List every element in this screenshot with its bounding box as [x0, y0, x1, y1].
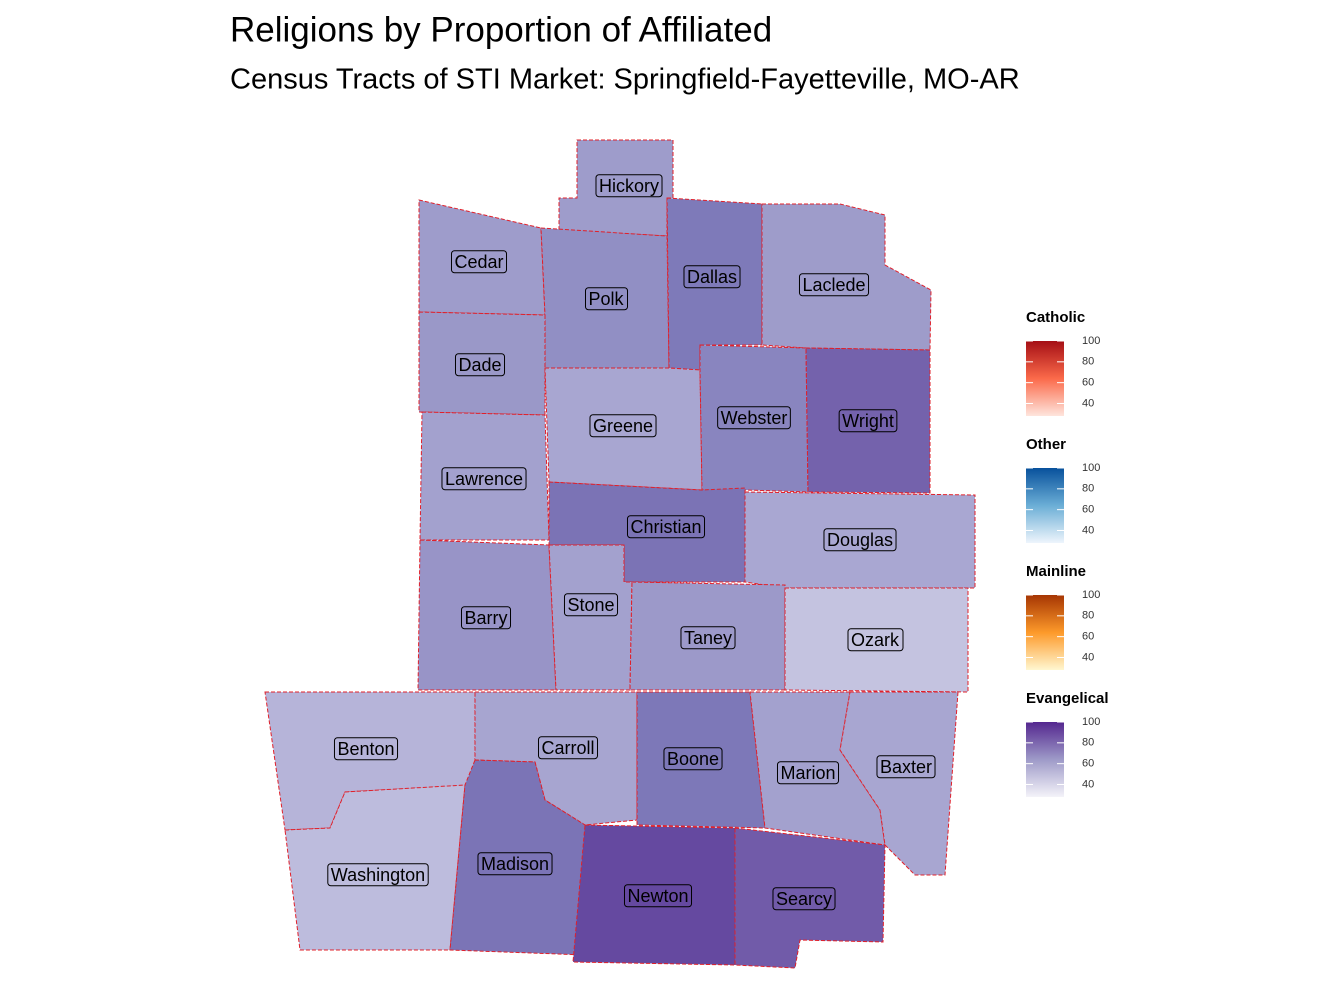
- label-box: [460, 606, 512, 630]
- color-bar: [1026, 468, 1064, 543]
- county-label: Newton: [627, 886, 688, 906]
- subtitle: Census Tracts of STI Market: Springfield…: [230, 64, 1020, 96]
- label-box: [454, 353, 506, 377]
- title: Religions by Proportion of Affiliated: [230, 10, 772, 49]
- county-label: Dade: [458, 355, 501, 375]
- legend-tick-label: 60: [1082, 377, 1094, 389]
- county-label: Wright: [842, 411, 894, 431]
- county-label: Hickory: [599, 176, 659, 196]
- county-label: Greene: [593, 416, 653, 436]
- label-box: [595, 174, 663, 198]
- county-label: Boone: [667, 749, 719, 769]
- county-label: Douglas: [827, 530, 893, 550]
- legend-tick-label: 100: [1082, 716, 1100, 728]
- county-label: Stone: [567, 595, 614, 615]
- label-box: [327, 863, 429, 887]
- label-box: [623, 884, 693, 908]
- color-bar: [1026, 341, 1064, 416]
- label-box: [584, 287, 629, 311]
- legend-title: Evangelical: [1026, 690, 1109, 707]
- label-box: [333, 737, 399, 761]
- label-box: [847, 628, 904, 652]
- county-label: Carroll: [541, 738, 594, 758]
- legend-title: Other: [1026, 436, 1066, 453]
- legend: Catholic 40 60 80 100 Other 40 60 80 100 Mainline 4…: [1026, 309, 1109, 797]
- legend-tick-label: 80: [1082, 483, 1094, 495]
- county-label: Taney: [684, 628, 732, 648]
- county-label: Benton: [337, 739, 394, 759]
- county-label: Searcy: [776, 889, 832, 909]
- color-bar: [1026, 722, 1064, 797]
- counties: [264, 139, 976, 969]
- county-label: Christian: [630, 517, 701, 537]
- county: [734, 827, 886, 969]
- label-box: [680, 626, 736, 650]
- label-box: [450, 250, 508, 274]
- label-box: [838, 409, 898, 433]
- label-box: [663, 747, 723, 771]
- color-bar: [1026, 595, 1064, 670]
- county: [761, 203, 932, 351]
- legend-tick-label: 40: [1082, 651, 1094, 663]
- label-box: [876, 755, 936, 779]
- label-box: [589, 414, 657, 438]
- county-label: Ozark: [851, 630, 900, 650]
- county: [418, 311, 546, 416]
- legend-tick-label: 80: [1082, 737, 1094, 749]
- county-label: Marion: [780, 763, 835, 783]
- county: [572, 824, 736, 966]
- county: [548, 544, 633, 691]
- label-box: [626, 515, 706, 539]
- county: [744, 491, 976, 589]
- county-label: Cedar: [454, 252, 503, 272]
- label-box: [441, 467, 527, 491]
- legend-tick-label: 100: [1082, 335, 1100, 347]
- county: [544, 367, 703, 491]
- county: [839, 691, 959, 876]
- county-label: Lawrence: [445, 469, 523, 489]
- label-box: [823, 528, 897, 552]
- legend-tick-label: 40: [1082, 778, 1094, 790]
- county-label: Madison: [481, 854, 549, 874]
- legend-tick-label: 100: [1082, 462, 1100, 474]
- label-box: [537, 736, 599, 760]
- label-box: [717, 406, 791, 430]
- county-label: Dallas: [687, 267, 737, 287]
- label-box: [477, 852, 553, 876]
- legend-title: Mainline: [1026, 563, 1086, 580]
- label-box: [798, 273, 870, 297]
- county-labels: Hickory Cedar Polk Dallas Laclede Dade Greene W…: [327, 174, 936, 911]
- legend-tick-label: 80: [1082, 356, 1094, 368]
- county-label: Webster: [721, 408, 788, 428]
- county: [805, 347, 931, 494]
- legend-tick-label: 100: [1082, 589, 1100, 601]
- legend-tick-label: 80: [1082, 610, 1094, 622]
- county-label: Baxter: [880, 757, 932, 777]
- legend-title: Catholic: [1026, 309, 1085, 326]
- legend-tick-label: 40: [1082, 524, 1094, 536]
- legend-tick-label: 40: [1082, 397, 1094, 409]
- legend-tick-label: 60: [1082, 631, 1094, 643]
- legend-tick-label: 60: [1082, 504, 1094, 516]
- county: [784, 587, 969, 693]
- legend-tick-label: 60: [1082, 758, 1094, 770]
- county-label: Washington: [331, 865, 425, 885]
- county-label: Polk: [588, 289, 624, 309]
- label-box: [683, 265, 741, 289]
- county-label: Laclede: [802, 275, 865, 295]
- label-box: [772, 887, 836, 911]
- label-box: [563, 593, 619, 617]
- label-box: [776, 761, 840, 785]
- county: [417, 539, 557, 691]
- county-label: Barry: [464, 608, 507, 628]
